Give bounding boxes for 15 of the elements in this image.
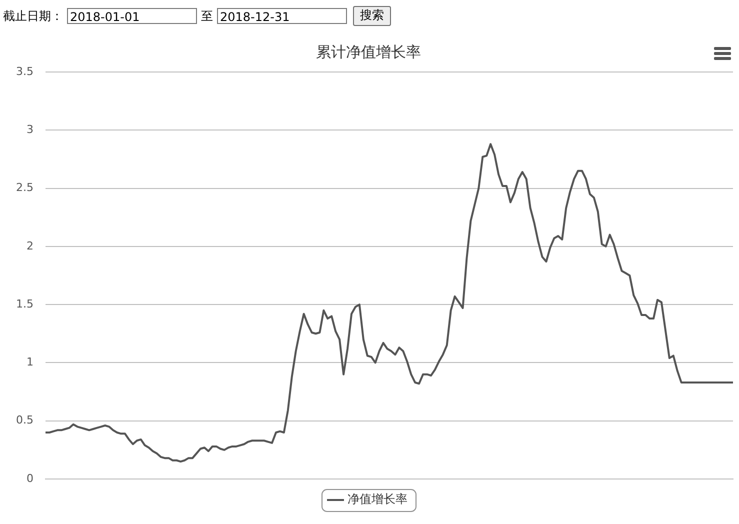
y-tick-label: 1: [26, 356, 34, 369]
y-tick-label: 0.5: [16, 414, 34, 427]
y-tick-label: 1.5: [16, 297, 34, 310]
text: 至: [201, 8, 213, 24]
legend-label: 净值增长率: [348, 492, 408, 506]
chart-title: 累计净值增长率: [316, 42, 421, 61]
text: 2018-01-01: [67, 8, 197, 24]
y-tick-label: 3.5: [16, 64, 34, 78]
y-tick-label: 2: [26, 239, 34, 252]
text: 搜索: [353, 6, 391, 26]
text: 截止日期：: [3, 8, 63, 24]
y-tick-label: 2.5: [16, 181, 34, 194]
text: 2018-12-31: [217, 8, 347, 24]
y-tick-label: 0: [26, 472, 34, 485]
y-tick-label: 3: [26, 123, 34, 136]
